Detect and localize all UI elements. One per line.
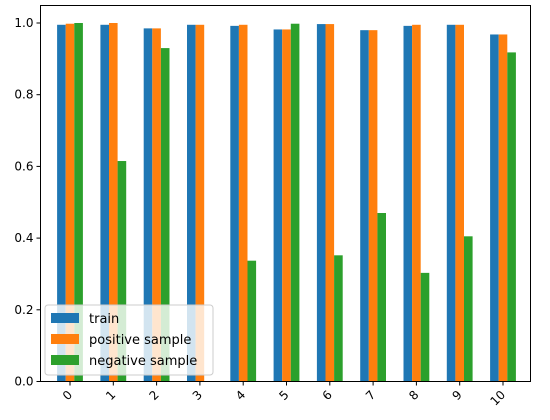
legend-swatch-train [51,313,79,323]
bar-train-6 [316,24,326,382]
bar-negative-sample-9 [464,236,473,382]
bar-positive-sample-8 [412,24,421,382]
x-tick-label: 6 [320,388,335,403]
bar-positive-sample-3 [195,24,205,382]
bar-negative-sample-6 [334,255,343,382]
bar-negative-sample-2 [160,48,170,382]
bar-train-3 [187,24,196,382]
bar-train-4 [230,25,239,382]
x-tick-label: 2 [146,388,161,403]
bar-train-2 [143,28,153,382]
x-tick-label: 8 [406,388,421,403]
bar-positive-sample-2 [152,28,161,382]
y-tick-label: 0.0 [14,375,33,389]
y-tick-label: 0.6 [14,159,33,173]
bar-negative-sample-1 [117,161,127,382]
x-tick-label: 7 [363,388,378,403]
x-axis: 0 1 2 3 4 5 6 7 8 9 10 [60,381,508,409]
legend-label-positive-sample: positive sample [89,333,191,348]
bar-train-10 [490,34,499,382]
bar-negative-sample-0 [74,23,83,382]
bar-train-1 [100,24,109,382]
legend-label-negative-sample: negative sample [89,354,197,369]
legend-label-train: train [89,312,119,327]
x-tick-label: 9 [450,388,465,403]
plot-frame [40,5,531,382]
bar-positive-sample-5 [282,29,291,382]
bar-positive-sample-7 [368,30,378,382]
bar-positive-sample-1 [109,23,118,382]
x-tick-label: 3 [190,388,205,403]
legend-swatch-negative-sample [51,355,79,365]
bar-positive-sample-10 [498,34,508,382]
bar-train-5 [273,29,283,382]
legend-swatch-positive-sample [51,334,79,344]
x-tick-label: 10 [487,388,508,409]
x-tick-label: 0 [60,388,75,403]
bar-train-9 [446,24,456,382]
bar-negative-sample-4 [247,260,257,382]
x-tick-label: 5 [276,388,291,403]
bar-positive-sample-9 [455,24,464,382]
bar-negative-sample-7 [377,213,386,382]
bar-train-8 [403,25,413,382]
bar-negative-sample-8 [420,272,430,382]
bar-negative-sample-5 [290,23,300,382]
y-tick-label: 0.4 [14,231,33,245]
y-tick-label: 0.8 [14,88,33,102]
bar-negative-sample-10 [507,52,516,382]
bar-train-0 [57,24,66,382]
bar-positive-sample-0 [65,23,75,382]
x-tick-label: 1 [103,388,118,403]
x-tick-label: 4 [233,388,248,403]
y-tick-label: 1.0 [14,16,33,30]
legend-box [44,304,214,376]
bar-train-7 [360,30,369,382]
legend: train positive sample negative sample [44,304,214,376]
bar-positive-sample-6 [325,24,335,382]
bars-layer [57,23,516,382]
y-axis: 0.0 0.2 0.4 0.6 0.8 1.0 [14,16,41,389]
bar-positive-sample-4 [238,24,248,382]
y-tick-label: 0.2 [14,303,33,317]
